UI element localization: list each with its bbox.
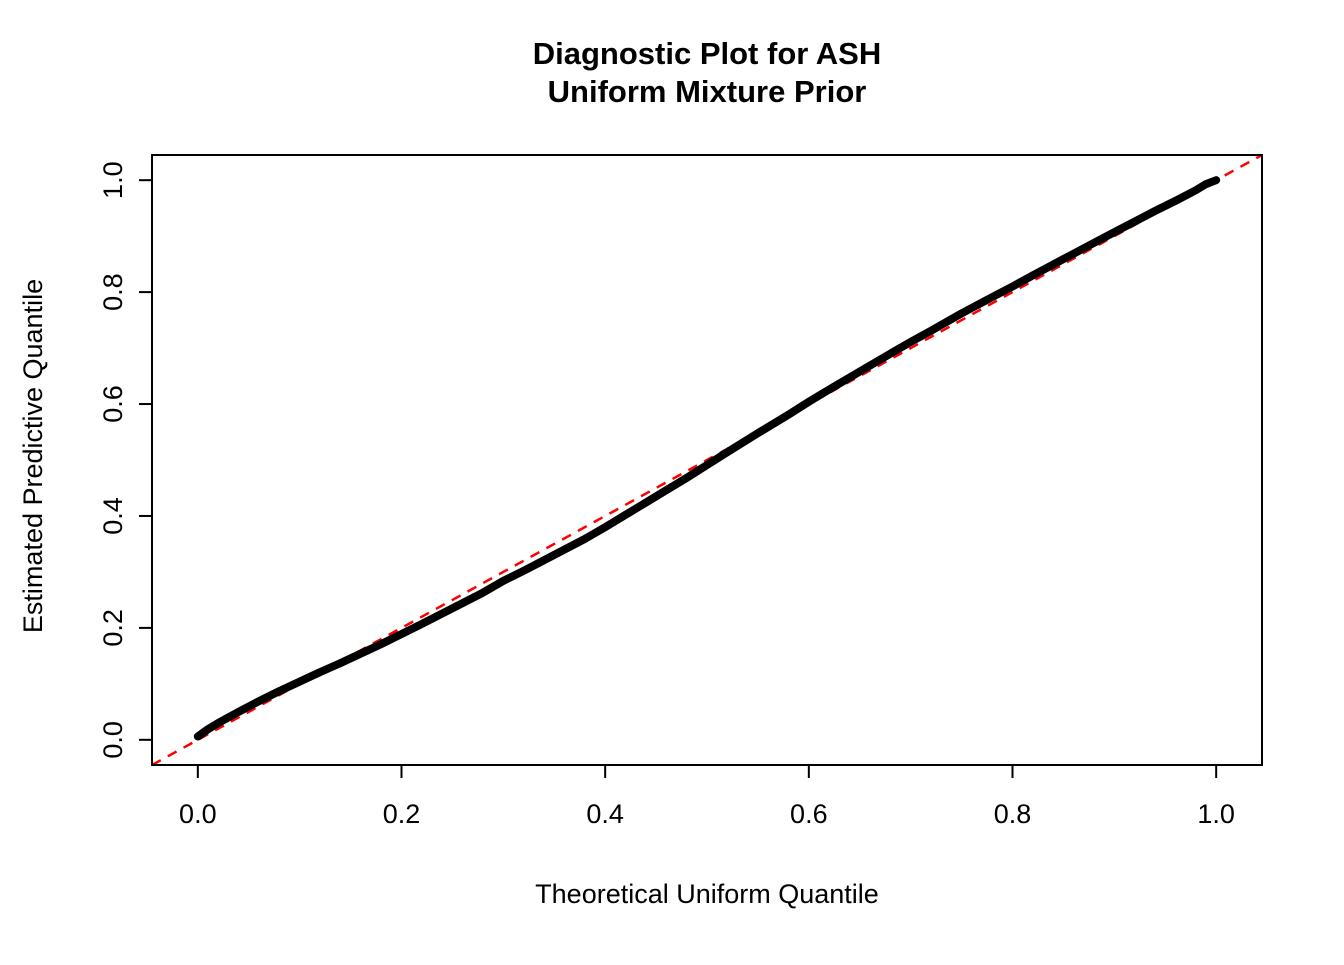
x-tick-label: 0.4 (586, 799, 624, 829)
plot-title-line2: Uniform Mixture Prior (548, 74, 867, 109)
plot-box (151, 154, 1263, 766)
qq-curve (193, 176, 1221, 741)
x-axis-label: Theoretical Uniform Quantile (535, 879, 879, 909)
y-tick-label: 0.2 (98, 609, 128, 647)
plot-dynamic-layer: 0.0 0.2 0.4 0.6 0.8 1.0 0.0 0.2 0.4 0.6 0.8 1.0 (98, 153, 1263, 829)
y-tick-label: 0.6 (98, 385, 128, 423)
plot-title-line1: Diagnostic Plot for ASH (533, 36, 881, 71)
x-tick-label: 0.6 (790, 799, 828, 829)
reference-line (151, 153, 1263, 767)
x-tick-label: 0.2 (383, 799, 421, 829)
y-axis-label: Estimated Predictive Quantile (18, 279, 48, 633)
x-tick-label: 0.0 (179, 799, 217, 829)
x-tick-label: 1.0 (1197, 799, 1235, 829)
y-tick-label: 0.0 (98, 721, 128, 759)
y-tick-label: 0.4 (98, 497, 128, 535)
y-tick-label: 1.0 (98, 161, 128, 199)
y-tick-label: 0.8 (98, 273, 128, 311)
x-tick-label: 0.8 (994, 799, 1032, 829)
